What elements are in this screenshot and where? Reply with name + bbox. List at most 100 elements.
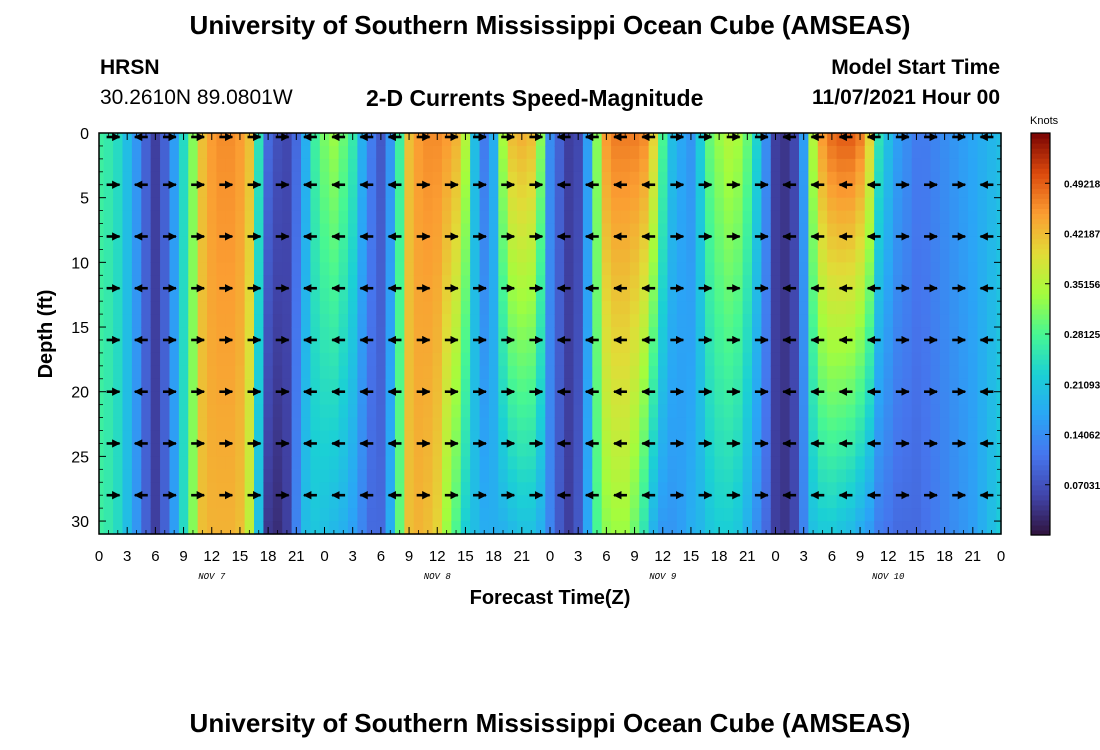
x-tick-label: 9	[405, 548, 413, 565]
heatmap-cell	[939, 223, 950, 238]
heatmap-cell	[99, 249, 105, 263]
heatmap-cell	[667, 249, 678, 263]
heatmap-cell	[845, 378, 856, 393]
heatmap-cell	[827, 275, 838, 289]
heatmap-cell	[301, 339, 312, 354]
heatmap-cell	[921, 133, 932, 147]
heatmap-cell	[225, 417, 236, 432]
heatmap-cell	[977, 327, 988, 341]
heatmap-cell	[188, 469, 199, 483]
heatmap-cell	[808, 210, 819, 225]
heatmap-cell	[488, 275, 499, 289]
heatmap-cell	[545, 417, 556, 432]
heatmap-cell	[996, 249, 1002, 263]
heatmap-cell	[949, 521, 960, 535]
heatmap-cell	[977, 158, 988, 173]
heatmap-cell	[658, 249, 669, 263]
heatmap-cell	[845, 327, 856, 341]
heatmap-cell	[188, 275, 199, 289]
heatmap-cell	[921, 378, 932, 393]
heatmap-cell	[883, 352, 894, 367]
heatmap-cell	[902, 197, 913, 212]
heatmap-cell	[460, 352, 471, 367]
heatmap-cell	[930, 482, 941, 496]
heatmap-cell	[507, 210, 518, 225]
heatmap-cell	[892, 482, 903, 496]
heatmap-cell	[958, 352, 969, 367]
heatmap-cell	[301, 327, 312, 341]
heatmap-cell	[930, 210, 941, 225]
heatmap-cell	[874, 521, 885, 535]
heatmap-cell	[845, 508, 856, 522]
heatmap-cell	[413, 365, 424, 380]
heatmap-cell	[263, 158, 274, 173]
heatmap-cell	[902, 249, 913, 263]
heatmap-cell	[742, 417, 753, 432]
heatmap-cell	[648, 352, 659, 367]
heatmap-cell	[526, 249, 537, 263]
heatmap-cell	[949, 145, 960, 160]
heatmap-cell	[864, 249, 875, 263]
heatmap-cell	[347, 443, 358, 457]
heatmap-cell	[601, 197, 612, 212]
heatmap-cell	[441, 495, 452, 509]
heatmap-cell	[432, 352, 443, 367]
heatmap-cell	[911, 314, 922, 328]
heatmap-cell	[714, 288, 725, 302]
heatmap-cell	[432, 145, 443, 160]
heatmap-cell	[103, 327, 114, 341]
heatmap-cell	[892, 404, 903, 419]
heatmap-cell	[723, 249, 734, 263]
model-start-time: 11/07/2021 Hour 00	[812, 86, 1000, 109]
heatmap-cell	[470, 378, 481, 393]
heatmap-cell	[780, 365, 791, 380]
heatmap-cell	[517, 223, 528, 238]
heatmap-cell	[761, 288, 772, 302]
heatmap-cell	[178, 508, 189, 522]
heatmap-cell	[404, 171, 415, 186]
heatmap-cell	[479, 365, 490, 380]
current-vectors	[106, 132, 994, 500]
heatmap-cell	[291, 508, 302, 522]
heatmap-cell	[329, 171, 340, 186]
x-tick-label: 15	[908, 548, 925, 565]
heatmap-cell	[479, 262, 490, 276]
heatmap-cell	[310, 508, 321, 522]
heatmap-cell	[235, 171, 246, 186]
heatmap-cell	[329, 327, 340, 341]
heatmap-cell	[207, 339, 218, 354]
colorbar-segment	[1031, 203, 1050, 209]
heatmap-cell	[902, 145, 913, 160]
heatmap-cell	[535, 327, 546, 341]
heatmap-cell	[676, 508, 687, 522]
heatmap-cell	[113, 482, 124, 496]
heatmap-cell	[930, 288, 941, 302]
heatmap-cell	[977, 262, 988, 276]
heatmap-cell	[357, 249, 368, 263]
heatmap-cell	[113, 443, 124, 457]
heatmap-cell	[761, 301, 772, 315]
heatmap-cell	[611, 236, 622, 251]
heatmap-cell	[545, 443, 556, 457]
heatmap-cell	[188, 352, 199, 367]
heatmap-cell	[761, 262, 772, 276]
heatmap-cell	[99, 288, 105, 302]
heatmap-cell	[921, 184, 932, 199]
heatmap-cell	[902, 417, 913, 432]
heatmap-cell	[347, 495, 358, 509]
heatmap-cell	[780, 339, 791, 354]
heatmap-cell	[676, 391, 687, 406]
heatmap-cell	[394, 495, 405, 509]
heatmap-cell	[244, 521, 255, 535]
heatmap-cell	[949, 288, 960, 302]
heatmap-cell	[874, 262, 885, 276]
heatmap-cell	[441, 404, 452, 419]
heatmap-cell	[723, 352, 734, 367]
heatmap-cell	[329, 275, 340, 289]
heatmap-cell	[949, 365, 960, 380]
heatmap-cell	[554, 262, 565, 276]
heatmap-cell	[441, 521, 452, 535]
heatmap-cell	[272, 288, 283, 302]
heatmap-cell	[986, 249, 997, 263]
heatmap-cell	[470, 301, 481, 315]
